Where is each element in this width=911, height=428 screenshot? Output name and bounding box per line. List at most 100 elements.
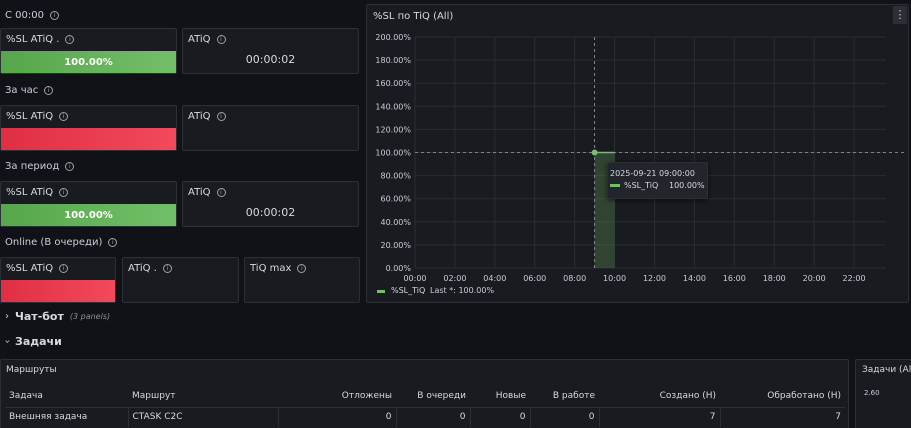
cell-queue: 0: [396, 406, 471, 427]
panel-title: Задачи (All): [862, 365, 911, 375]
x-tick-label: 08:00: [563, 274, 586, 283]
y-tick-label: 0.00%: [386, 264, 412, 273]
y-tick-label: 100.00%: [375, 149, 411, 158]
col-deferred[interactable]: Отложены: [341, 390, 392, 401]
info-icon[interactable]: i: [162, 264, 172, 273]
series-color-swatch: [610, 184, 620, 187]
y-tick-label: 20.00%: [380, 241, 411, 250]
chart-tooltip: 2025-09-21 09:00:00 %SL_TiQ 100.00%: [607, 162, 708, 199]
y-tick-label: 140.00%: [375, 102, 411, 111]
sl-value-bar: [1, 280, 115, 302]
tooltip-time: 2025-09-21 09:00:00: [610, 169, 695, 178]
legend-swatch: [377, 290, 385, 293]
panel-title: ATiQ: [188, 187, 211, 198]
routes-table: Задача Маршрут Отложены В очереди Новые …: [5, 385, 845, 427]
chevron-right-icon: ›: [5, 311, 9, 322]
panel-title: %SL ATiQ: [6, 111, 54, 122]
cell-in-work: 0: [530, 406, 600, 427]
row-tasks[interactable]: › Задачи: [1, 335, 62, 348]
col-queue[interactable]: В очереди: [417, 390, 466, 401]
stat-sl-period[interactable]: %SL ATiQ i 100.00%: [0, 181, 177, 227]
row-title: Чат-бот: [15, 310, 64, 323]
x-tick-label: 00:00: [403, 274, 426, 283]
chevron-down-icon: ›: [1, 339, 13, 344]
table-row: Внешняя задача CTASK C2C 0 0 0 0 7 7: [5, 406, 845, 427]
section-title: Online (В очереди): [5, 237, 103, 248]
y-tick-label: 40.00%: [380, 218, 411, 227]
info-icon[interactable]: i: [216, 188, 226, 197]
col-processed[interactable]: Обработано (Н): [767, 390, 841, 401]
cell-created: 7: [599, 406, 721, 427]
col-new[interactable]: Новые: [495, 390, 526, 401]
stat-atiq-online[interactable]: ATiQ . i: [122, 257, 239, 303]
stat-tiq-max[interactable]: TiQ max i: [244, 257, 360, 303]
section-title: За час: [5, 85, 39, 96]
info-icon[interactable]: i: [59, 112, 69, 121]
section-title: С 00:00: [5, 10, 44, 21]
tasks-all-panel[interactable]: Задачи (All) 2.60: [855, 359, 911, 428]
col-route[interactable]: Маршрут: [132, 390, 176, 401]
row-chatbot[interactable]: › Чат-бот (3 panels): [5, 310, 110, 323]
info-icon[interactable]: i: [65, 162, 75, 171]
y-tick-label: 60.00%: [380, 195, 411, 204]
x-tick-label: 02:00: [443, 274, 466, 283]
stat-sl-online[interactable]: %SL ATiQ i: [0, 257, 116, 303]
info-icon[interactable]: i: [49, 11, 59, 20]
info-icon[interactable]: i: [297, 264, 307, 273]
y-tick-label: 180.00%: [375, 56, 411, 65]
sl-value-bar: 100.00%: [1, 204, 176, 226]
cell-route: CTASK C2C: [128, 406, 279, 427]
stat-atiq-period[interactable]: ATiQ i 00:00:02: [182, 181, 359, 227]
col-in-work[interactable]: В работе: [552, 390, 595, 401]
legend-series-name[interactable]: %SL_TiQ: [391, 286, 426, 295]
sl-tiq-graph-panel[interactable]: %SL по TiQ (All) ⋮ 0.00% 20.00% 40.00% 60.0…: [366, 4, 909, 303]
x-tick-label: 16:00: [723, 274, 746, 283]
panel-title: TiQ max: [250, 263, 292, 274]
section-online: Online (В очереди) i: [5, 237, 118, 248]
stat-value: 00:00:02: [245, 206, 296, 219]
stat-sl-hour[interactable]: %SL ATiQ i: [0, 105, 177, 151]
info-icon[interactable]: i: [59, 264, 69, 273]
info-icon[interactable]: i: [59, 188, 69, 197]
section-since-midnight: С 00:00 i: [5, 10, 59, 21]
line-chart: 0.00% 20.00% 40.00% 60.00% 80.00% 100.00% 120.…: [375, 33, 905, 283]
x-tick-label: 20:00: [803, 274, 826, 283]
cell-processed: 7: [720, 406, 845, 427]
x-tick-label: 22:00: [843, 274, 866, 283]
panel-title: ATiQ: [188, 34, 211, 45]
x-tick-label: 10:00: [603, 274, 626, 283]
panel-title: ATiQ .: [128, 263, 157, 274]
y-tick-label: 120.00%: [375, 125, 411, 134]
row-title: Задачи: [15, 335, 62, 348]
section-title: За период: [5, 161, 60, 172]
row-panel-count: (3 panels): [69, 312, 111, 321]
x-tick-label: 12:00: [643, 274, 666, 283]
stat-sl-since[interactable]: %SL ATiQ . i 100.00%: [0, 28, 177, 74]
info-icon[interactable]: i: [44, 86, 54, 95]
panel-title: ATiQ: [188, 111, 211, 122]
info-icon[interactable]: i: [108, 238, 118, 247]
tooltip-series: %SL_TiQ: [624, 181, 659, 190]
stat-atiq-since[interactable]: ATiQ i 00:00:02: [182, 28, 359, 74]
panel-title: Маршруты: [6, 365, 57, 375]
info-icon[interactable]: i: [65, 35, 75, 44]
col-task[interactable]: Задача: [9, 390, 43, 401]
panel-menu-icon[interactable]: ⋮: [893, 6, 907, 24]
stat-atiq-hour[interactable]: ATiQ i: [182, 105, 359, 151]
col-created[interactable]: Создано (Н): [659, 390, 716, 401]
info-icon[interactable]: i: [216, 35, 226, 44]
section-per-hour: За час i: [5, 85, 54, 96]
x-tick-label: 18:00: [763, 274, 786, 283]
x-tick-label: 04:00: [483, 274, 506, 283]
info-icon[interactable]: i: [216, 112, 226, 121]
section-per-period: За период i: [5, 161, 75, 172]
stat-value: 00:00:02: [245, 53, 296, 66]
routes-table-panel[interactable]: Маршруты Задача Маршрут Отложены В очере…: [0, 359, 849, 428]
sl-value-bar: 100.00%: [1, 51, 176, 73]
cell-task: Внешняя задача: [5, 406, 129, 427]
tooltip-value: 100.00%: [669, 181, 705, 190]
panel-title: %SL по TiQ (All): [373, 11, 454, 22]
cell-deferred: 0: [278, 406, 397, 427]
sl-value-bar: [1, 128, 176, 150]
panel-title: %SL ATiQ .: [6, 34, 60, 45]
